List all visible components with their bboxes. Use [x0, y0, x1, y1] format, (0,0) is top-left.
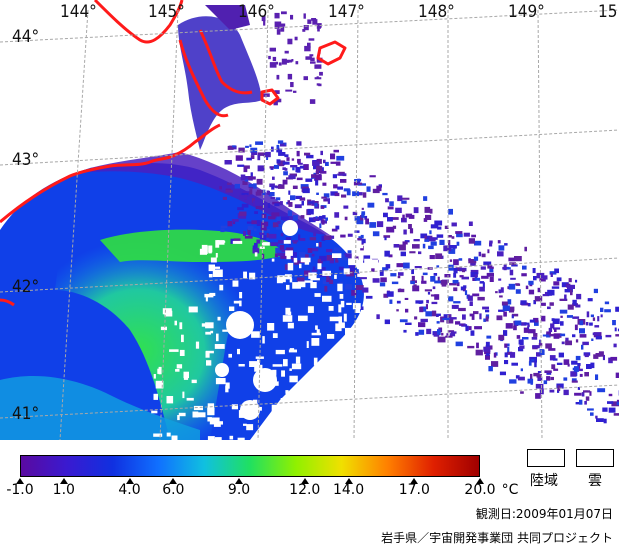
observation-date: 観測日:2009年01月07日 — [475, 507, 613, 521]
lon-label-145: 145° — [148, 2, 185, 22]
color-scale-bar — [20, 455, 480, 477]
legend-tick — [344, 478, 353, 484]
legend-tick — [16, 478, 24, 484]
warm-water-core — [100, 229, 285, 262]
legend-tick-label: 17.0 — [398, 482, 430, 498]
legend-tick — [59, 478, 68, 484]
lat-label-44: 44° — [12, 27, 40, 47]
cloud-gaps — [151, 220, 379, 440]
legend-tick-label: 12.0 — [289, 482, 321, 498]
legend-tick-label: -1.0 — [6, 482, 34, 498]
legend-tick — [125, 478, 134, 484]
legend-tick — [169, 478, 178, 484]
legend-tick — [300, 478, 309, 484]
lon-label-150: 15 — [598, 2, 618, 22]
legend-tick-label: 9.0 — [227, 482, 251, 498]
legend-tick — [235, 478, 244, 484]
lon-label-149: 149° — [508, 2, 545, 22]
legend-tick-label: 14.0 — [332, 482, 365, 498]
legend-tick-label: 4.0 — [118, 482, 141, 498]
sst-map — [0, 0, 619, 440]
cold-coastal-water — [90, 152, 330, 235]
lon-label-146: 146° — [238, 2, 275, 22]
warm-water-tongue — [55, 217, 294, 440]
legend-tick — [476, 478, 484, 484]
land-label: 陸域 — [530, 473, 558, 489]
scattered-sst-pixels — [219, 11, 619, 424]
lon-label-147: 147° — [328, 2, 365, 22]
cloud-swatch — [576, 449, 614, 467]
lat-label-41: 41° — [12, 404, 40, 424]
legend-unit: °C — [501, 482, 519, 498]
legend-tick-label: 1.0 — [52, 482, 75, 498]
lon-label-148: 148° — [418, 2, 455, 22]
cloud-label: 雲 — [588, 473, 602, 489]
lon-label-144: 144° — [60, 2, 97, 22]
land-swatch — [527, 449, 565, 467]
graticule — [0, 9, 619, 440]
legend-tick-label: 6.0 — [162, 482, 185, 498]
legend-tick — [410, 478, 419, 484]
kuril-north-patch — [205, 5, 250, 30]
warm-water-streak — [0, 375, 200, 440]
kuril-sea-water — [178, 16, 262, 150]
legend-tick-label: 20.0 — [464, 482, 496, 498]
coastline — [0, 0, 347, 307]
lat-label-43: 43° — [12, 150, 40, 170]
lat-label-42: 42° — [12, 277, 40, 297]
credit-line: 岩手県／宇宙開発事業団 共同プロジェクト — [381, 531, 613, 545]
